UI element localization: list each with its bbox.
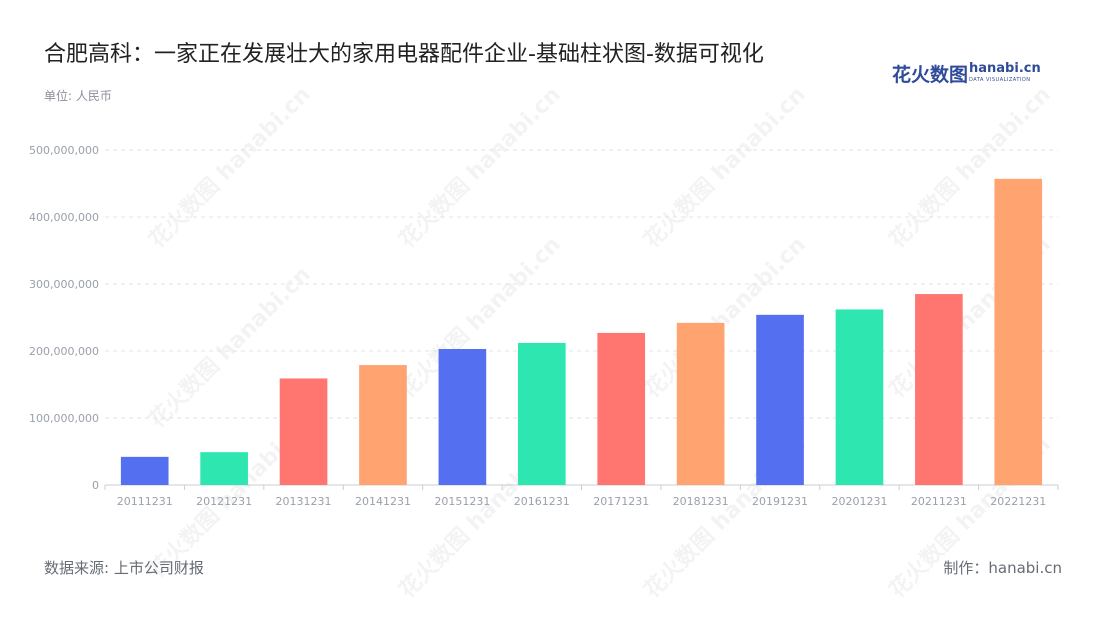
y-tick-label: 200,000,000: [29, 345, 99, 358]
bar: [120, 456, 169, 485]
bar: [676, 322, 725, 485]
chart-title: 合肥高科：一家正在发展壮大的家用电器配件企业-基础柱状图-数据可视化: [44, 42, 764, 67]
logo-en-text: hanabi.cn: [969, 61, 1041, 76]
bar: [994, 178, 1043, 485]
x-tick-label: 20111231: [117, 495, 173, 508]
data-source: 数据来源: 上市公司财报: [44, 559, 204, 577]
x-tick-label: 20131231: [276, 495, 332, 508]
x-tick-label: 20161231: [514, 495, 570, 508]
maker-credit: 制作：hanabi.cn: [943, 559, 1062, 577]
x-tick-label: 20211231: [911, 495, 967, 508]
x-tick-label: 20191231: [752, 495, 808, 508]
bar: [835, 309, 884, 485]
bar: [597, 332, 646, 485]
y-tick-label: 500,000,000: [29, 144, 99, 157]
y-tick-label: 0: [92, 479, 99, 492]
x-tick-label: 20171231: [593, 495, 649, 508]
unit-label: 单位: 人民币: [44, 87, 112, 104]
logo-cn-text: 花火数图: [892, 64, 969, 86]
x-tick-label: 20181231: [673, 495, 729, 508]
y-tick-label: 300,000,000: [29, 278, 99, 291]
logo-sub-text: DATA VISUALIZATION: [969, 77, 1031, 83]
y-tick-label: 100,000,000: [29, 412, 99, 425]
x-tick-label: 20141231: [355, 495, 411, 508]
bar: [756, 314, 804, 485]
bar: [359, 365, 407, 485]
x-tick-label: 20221231: [990, 495, 1046, 508]
bar: [200, 452, 248, 485]
brand-logo: 花火数图 hanabi.cn DATA VISUALIZATION: [892, 58, 1042, 88]
x-tick-label: 20151231: [434, 495, 490, 508]
bar: [517, 342, 566, 485]
bar: [279, 378, 328, 485]
x-tick-label: 20201231: [831, 495, 887, 508]
bar: [915, 294, 963, 485]
y-tick-label: 400,000,000: [29, 211, 99, 224]
bar: [438, 348, 487, 485]
x-tick-label: 20121231: [196, 495, 252, 508]
